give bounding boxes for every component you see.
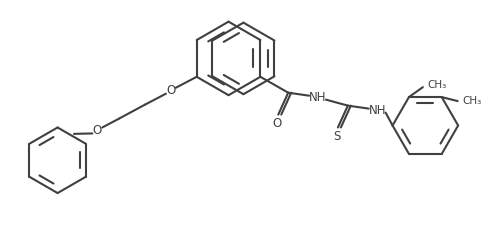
Text: O: O bbox=[92, 124, 102, 137]
Text: CH₃: CH₃ bbox=[427, 80, 446, 90]
Text: S: S bbox=[333, 130, 340, 143]
Text: CH₃: CH₃ bbox=[462, 96, 481, 106]
Text: NH: NH bbox=[309, 91, 326, 104]
Text: O: O bbox=[166, 84, 175, 97]
Text: O: O bbox=[272, 117, 281, 130]
Text: NH: NH bbox=[368, 104, 386, 117]
